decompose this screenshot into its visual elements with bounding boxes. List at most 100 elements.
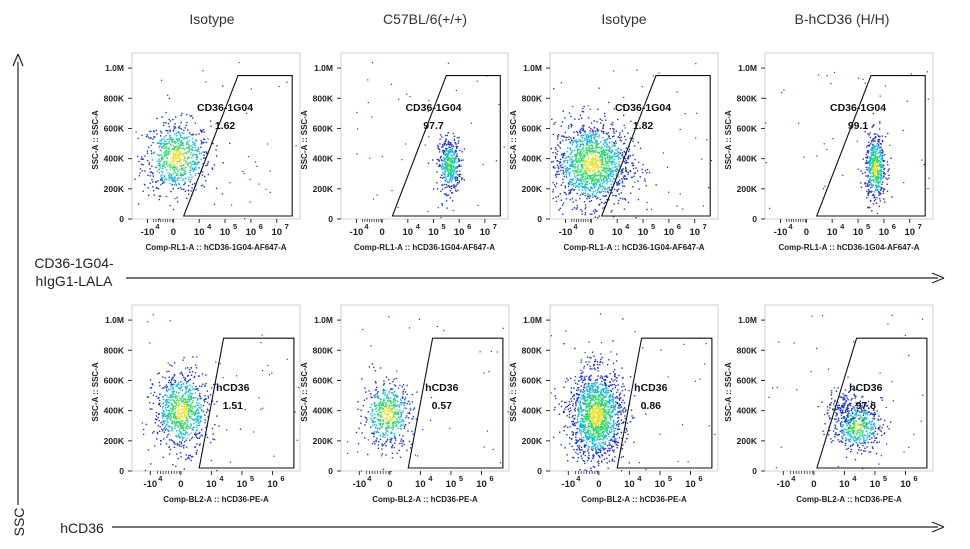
event-point xyxy=(615,130,617,132)
event-point xyxy=(169,394,171,396)
event-point xyxy=(867,188,870,191)
event-point xyxy=(605,132,607,134)
event-point xyxy=(581,157,584,159)
event-point xyxy=(927,98,929,100)
event-point xyxy=(608,147,611,149)
event-point xyxy=(869,161,871,163)
event-point xyxy=(394,404,396,406)
event-point xyxy=(181,155,183,157)
event-point xyxy=(357,401,359,403)
event-point xyxy=(269,170,271,172)
event-point xyxy=(879,162,881,164)
gate-name: hCD36 xyxy=(216,382,249,394)
event-point xyxy=(198,394,201,397)
event-point xyxy=(176,384,178,386)
event-point xyxy=(189,132,191,134)
y-tick-label: 0 xyxy=(328,466,333,476)
event-point xyxy=(566,166,568,169)
event-point xyxy=(371,419,373,421)
event-point xyxy=(439,148,441,151)
event-point xyxy=(585,162,587,164)
event-point xyxy=(817,74,820,76)
event-point xyxy=(364,387,366,389)
event-point xyxy=(879,150,881,152)
event-point xyxy=(602,207,604,209)
event-point xyxy=(160,140,163,142)
event-point xyxy=(170,419,172,422)
event-point xyxy=(185,167,187,169)
event-point xyxy=(596,139,598,142)
event-point xyxy=(384,402,386,404)
event-point xyxy=(676,91,678,93)
event-point xyxy=(602,186,605,189)
event-point xyxy=(157,188,160,190)
event-point xyxy=(196,418,198,420)
x-tick-exponent: 5 xyxy=(866,222,870,231)
event-point xyxy=(601,170,603,172)
event-point xyxy=(163,143,165,145)
event-point xyxy=(573,139,576,142)
event-point xyxy=(376,407,378,409)
event-point xyxy=(594,167,597,169)
event-point xyxy=(611,156,613,158)
event-point xyxy=(215,187,218,189)
event-point xyxy=(599,160,602,162)
event-point xyxy=(183,158,185,161)
event-point xyxy=(617,156,620,158)
event-point xyxy=(444,176,446,178)
event-point xyxy=(391,438,393,440)
event-point xyxy=(451,160,453,163)
event-point xyxy=(416,391,418,393)
event-point xyxy=(587,144,589,146)
event-point xyxy=(169,136,172,139)
event-point xyxy=(374,406,377,408)
event-point xyxy=(638,390,640,392)
event-point xyxy=(624,157,626,160)
event-point xyxy=(619,197,622,199)
event-point xyxy=(576,180,578,182)
y-tick-label: 200K xyxy=(522,184,543,194)
event-point xyxy=(601,150,604,152)
event-point xyxy=(177,411,179,413)
event-point xyxy=(208,403,210,405)
x-tick-exponent: 5 xyxy=(233,222,237,231)
x-tick-exponent: 4 xyxy=(428,474,433,483)
event-point xyxy=(159,385,161,387)
event-point xyxy=(390,411,393,413)
event-point xyxy=(156,187,158,189)
event-point xyxy=(387,417,389,420)
event-point xyxy=(803,156,805,158)
event-point xyxy=(183,188,185,190)
event-point xyxy=(874,169,876,171)
event-point xyxy=(621,180,624,182)
event-point xyxy=(460,165,462,167)
event-point xyxy=(181,112,183,115)
event-point xyxy=(155,129,158,132)
event-point xyxy=(587,174,589,177)
event-point xyxy=(184,167,186,169)
event-point xyxy=(601,185,603,187)
event-point xyxy=(188,162,191,164)
event-point xyxy=(879,151,882,154)
event-point xyxy=(399,384,401,387)
event-point xyxy=(188,434,190,436)
event-point xyxy=(866,162,869,164)
event-point xyxy=(446,158,448,160)
event-point xyxy=(198,161,200,163)
event-point xyxy=(382,389,384,391)
event-point xyxy=(168,446,170,448)
x-axis-label: Comp-RL1-A :: hCD36-1G04-AF647-A xyxy=(563,243,704,252)
event-point xyxy=(926,71,929,73)
event-point xyxy=(207,138,209,140)
event-point xyxy=(574,176,577,179)
event-point xyxy=(183,433,185,436)
event-point xyxy=(677,460,679,463)
event-point xyxy=(452,151,454,153)
event-point xyxy=(147,159,149,162)
event-point xyxy=(631,176,633,179)
event-point xyxy=(384,394,386,396)
x-tick-exponent: 6 xyxy=(489,474,493,483)
event-point xyxy=(182,408,184,410)
event-point xyxy=(610,168,612,170)
event-point xyxy=(388,316,390,318)
